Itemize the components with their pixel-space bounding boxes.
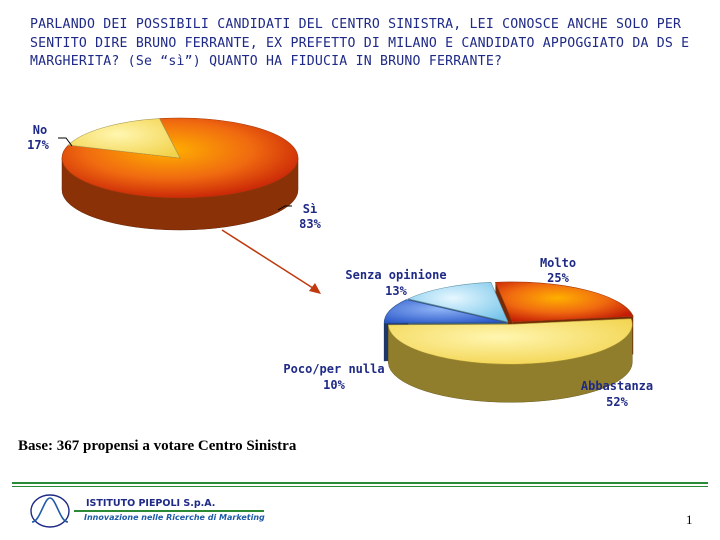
pie-charts: No 17% Sì 83% Molto 25% Abbastanza 52% P… [27,117,653,409]
pie-slice-poco-per-nulla [383,299,507,324]
label-poco-value: 10% [323,378,345,392]
label-molto-value: 25% [547,271,569,285]
label-abbastanza-name: Abbastanza [581,379,653,393]
question-title: PARLANDO DEI POSSIBILI CANDIDATI DEL CEN… [30,17,690,69]
pie-known [61,117,299,231]
arrow-line [221,229,317,291]
footer-rule-thick [12,482,708,484]
logo-underline [74,510,264,512]
pie-slice-molto [494,281,634,323]
logo-mark-icon [30,494,70,528]
logo-name: ISTITUTO PIEPOLI S.p.A. [86,498,216,509]
arrow-head [309,283,321,294]
label-si-value: 83% [299,217,321,231]
logo-tagline: Innovazione nelle Ricerche di Marketing [84,513,265,522]
base-note: Base: 367 propensi a votare Centro Sinis… [18,438,297,454]
leader-si [277,205,292,211]
label-poco-name: Poco/per nulla [283,362,384,376]
label-molto-name: Molto [540,256,576,270]
label-no-name: No [33,123,47,137]
piepoli-logo: ISTITUTO PIEPOLI S.p.A. Innovazione nell… [28,492,268,532]
label-abbastanza-value: 52% [606,395,628,409]
footer-rule-thin [12,486,708,487]
label-no-value: 17% [27,138,49,152]
pie-trust [383,281,634,403]
leader-no [58,137,73,147]
label-si-name: Sì [303,202,317,216]
label-senza-value: 13% [385,284,407,298]
label-senza-name: Senza opinione [345,268,446,282]
pie-slice-senza-opinione [407,281,509,323]
pie-slice-abbastanza [388,318,633,365]
pie-slice-no [67,118,181,159]
page-number: 1 [686,512,693,527]
